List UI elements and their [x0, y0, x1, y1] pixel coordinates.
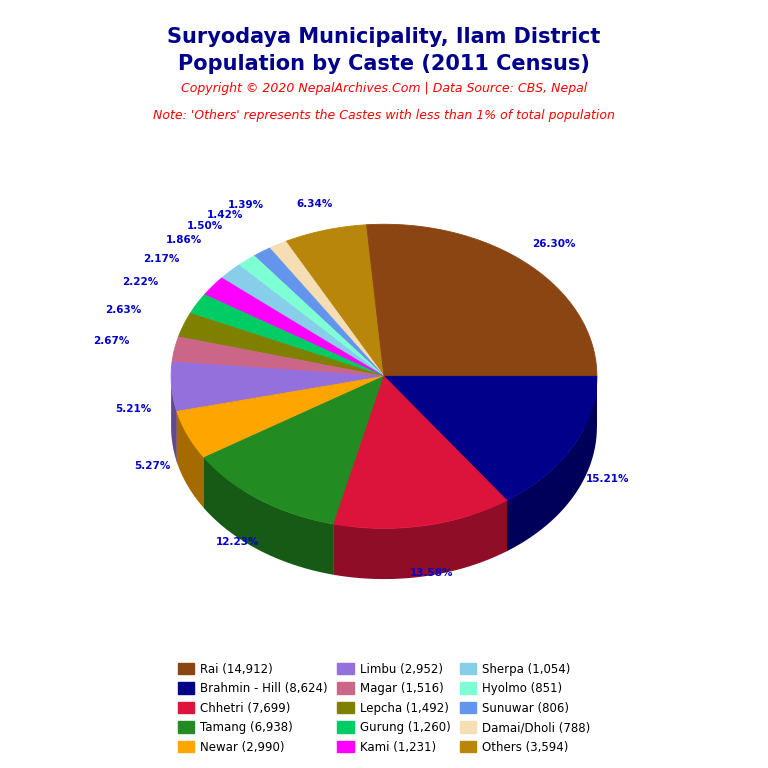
Polygon shape	[334, 376, 384, 574]
Text: 1.50%: 1.50%	[187, 220, 223, 230]
Text: 1.42%: 1.42%	[207, 210, 243, 220]
Text: 2.17%: 2.17%	[143, 254, 180, 264]
Polygon shape	[204, 376, 384, 508]
Text: 15.21%: 15.21%	[585, 474, 629, 484]
Text: 2.63%: 2.63%	[105, 305, 141, 315]
Polygon shape	[384, 376, 597, 427]
Text: 5.21%: 5.21%	[115, 404, 151, 414]
Polygon shape	[239, 256, 384, 376]
Polygon shape	[254, 248, 384, 376]
Polygon shape	[204, 376, 384, 524]
Polygon shape	[334, 376, 507, 528]
Polygon shape	[204, 278, 384, 376]
Text: 26.30%: 26.30%	[532, 240, 576, 250]
Text: 1.39%: 1.39%	[227, 200, 263, 210]
Polygon shape	[177, 376, 384, 462]
Polygon shape	[171, 376, 177, 462]
Polygon shape	[384, 376, 597, 427]
Legend: Rai (14,912), Brahmin - Hill (8,624), Chhetri (7,699), Tamang (6,938), Newar (2,: Rai (14,912), Brahmin - Hill (8,624), Ch…	[173, 658, 595, 758]
Polygon shape	[171, 362, 384, 412]
Polygon shape	[366, 224, 597, 376]
Polygon shape	[177, 376, 384, 462]
Text: 2.67%: 2.67%	[94, 336, 130, 346]
Polygon shape	[334, 376, 384, 574]
Text: Suryodaya Municipality, Ilam District: Suryodaya Municipality, Ilam District	[167, 27, 601, 47]
Polygon shape	[190, 295, 384, 376]
Polygon shape	[204, 376, 384, 508]
Polygon shape	[172, 337, 384, 376]
Polygon shape	[384, 376, 507, 551]
Polygon shape	[177, 376, 384, 458]
Polygon shape	[507, 376, 597, 551]
Polygon shape	[178, 313, 384, 376]
Polygon shape	[222, 265, 384, 376]
Polygon shape	[384, 376, 507, 551]
Polygon shape	[384, 376, 597, 501]
Text: 1.86%: 1.86%	[166, 235, 202, 245]
Text: 12.23%: 12.23%	[216, 538, 260, 548]
Polygon shape	[270, 241, 384, 376]
Text: Note: 'Others' represents the Castes with less than 1% of total population: Note: 'Others' represents the Castes wit…	[153, 109, 615, 122]
Text: Population by Caste (2011 Census): Population by Caste (2011 Census)	[178, 54, 590, 74]
Polygon shape	[334, 501, 507, 579]
Text: 6.34%: 6.34%	[296, 199, 333, 209]
Text: 5.27%: 5.27%	[134, 462, 170, 472]
Text: Copyright © 2020 NepalArchives.Com | Data Source: CBS, Nepal: Copyright © 2020 NepalArchives.Com | Dat…	[181, 82, 587, 95]
Text: 13.58%: 13.58%	[409, 568, 453, 578]
Polygon shape	[177, 412, 204, 508]
Text: 2.22%: 2.22%	[123, 277, 159, 287]
Polygon shape	[286, 225, 384, 376]
Polygon shape	[204, 458, 334, 574]
